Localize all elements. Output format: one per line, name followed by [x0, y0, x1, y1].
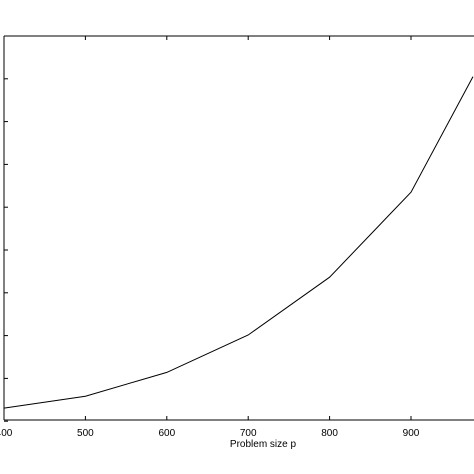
x-tick-label: 700	[240, 428, 257, 439]
series-layer	[3, 76, 474, 409]
series-line	[3, 76, 474, 409]
plot-frame	[3, 35, 474, 421]
x-tick-label: 600	[158, 428, 175, 439]
x-tick-label: 500	[77, 428, 94, 439]
x-tick-label: 900	[403, 428, 420, 439]
y-axis-ticks	[4, 35, 8, 422]
x-tick-label: 800	[321, 428, 338, 439]
x-axis-title: Problem size p	[230, 439, 297, 450]
x-axis-ticks: 400 500 600 700 800 900	[0, 36, 420, 439]
x-tick-label: 400	[0, 428, 13, 439]
